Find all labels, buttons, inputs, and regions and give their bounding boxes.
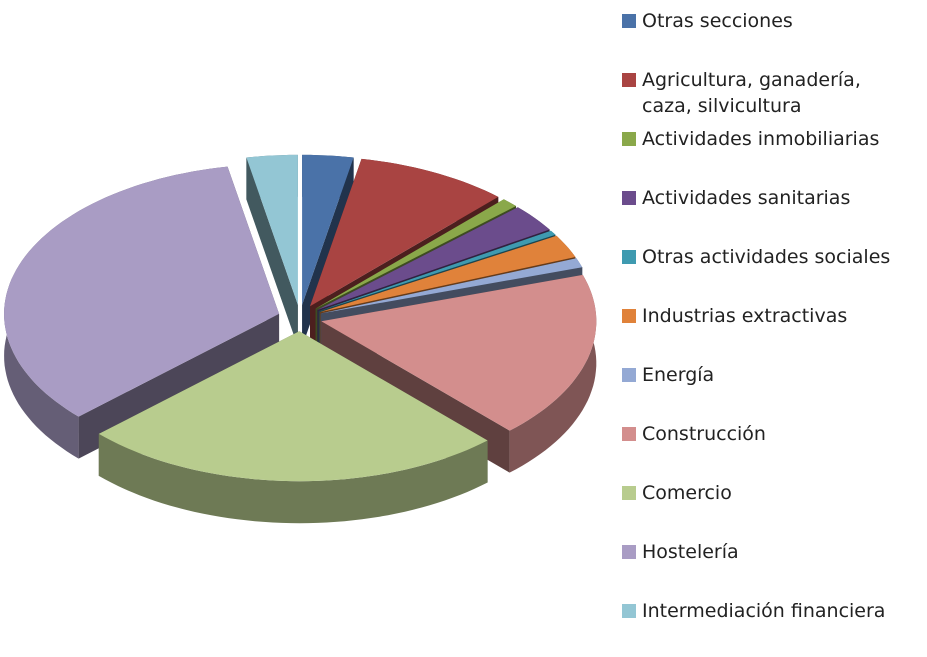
legend-swatch — [622, 427, 636, 441]
legend-swatch — [622, 73, 636, 87]
legend-swatch — [622, 250, 636, 264]
slice — [318, 230, 556, 312]
legend-swatch — [622, 368, 636, 382]
slice — [321, 274, 597, 431]
legend-label: Actividades inmobiliarias — [642, 128, 880, 150]
slice — [246, 154, 298, 305]
slice — [302, 154, 354, 305]
legend-label: Intermediación financiera — [642, 600, 886, 622]
legend-item: Hostelería — [622, 539, 912, 598]
legend-swatch — [622, 486, 636, 500]
slice — [315, 199, 516, 309]
slice — [309, 158, 499, 307]
legend-label: Agricultura, ganadería, caza, silvicultu… — [642, 69, 861, 117]
chart — [4, 154, 597, 524]
slice-side — [246, 157, 298, 347]
legend-swatch — [622, 604, 636, 618]
legend-label: Comercio — [642, 482, 732, 504]
legend-swatch — [622, 191, 636, 205]
legend-label: Construcción — [642, 423, 766, 445]
legend-item: Construcción — [622, 421, 912, 480]
slice-side — [509, 274, 597, 473]
legend-item: Agricultura, ganadería, caza, silvicultu… — [622, 67, 912, 126]
legend-item: Otras actividades sociales — [622, 244, 912, 303]
legend-swatch — [622, 14, 636, 28]
legend-label: Actividades sanitarias — [642, 187, 851, 209]
legend-item: Otras secciones — [622, 8, 912, 67]
legend-item: Comercio — [622, 480, 912, 539]
legend-label: Industrias extractivas — [642, 305, 848, 327]
legend-swatch — [622, 545, 636, 559]
slice-side — [98, 433, 488, 524]
legend-item: Energía — [622, 362, 912, 421]
legend-item: Industrias extractivas — [622, 303, 912, 362]
legend-item: Actividades inmobiliarias — [622, 126, 912, 185]
legend-label: Otras secciones — [642, 10, 793, 32]
legend-item: Actividades sanitarias — [622, 185, 912, 244]
legend-label: Energía — [642, 364, 715, 386]
legend: Otras secciones Agricultura, ganadería, c… — [622, 8, 912, 657]
legend-item: Intermediación financiera — [622, 598, 912, 657]
slice — [319, 235, 576, 313]
slice — [317, 207, 550, 310]
legend-label: Hostelería — [642, 541, 739, 563]
legend-swatch — [622, 309, 636, 323]
legend-swatch — [622, 132, 636, 146]
slice — [4, 166, 280, 417]
slice — [320, 258, 583, 314]
legend-label: Otras actividades sociales — [642, 246, 891, 268]
slice — [98, 331, 488, 482]
